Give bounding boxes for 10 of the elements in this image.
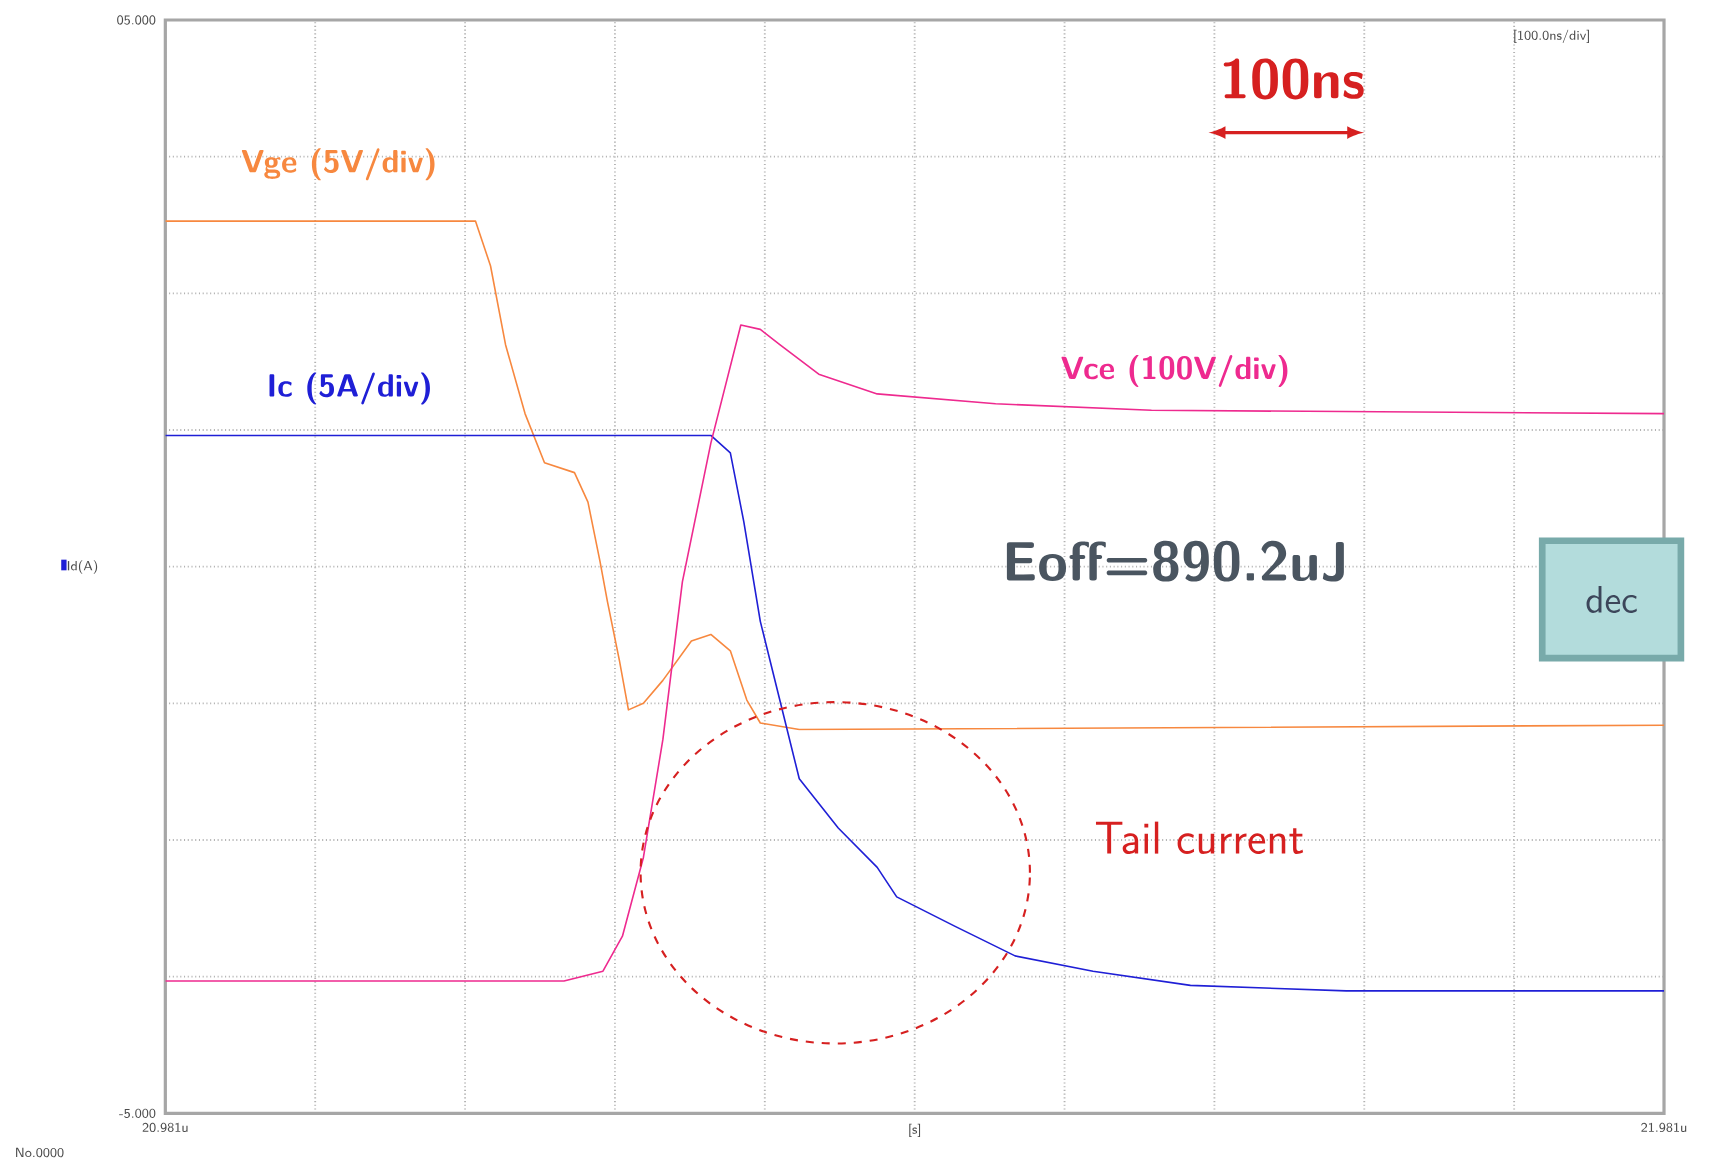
line-series (165, 434, 1665, 992)
annotation: dec (1586, 585, 1637, 613)
annotation: Eoff=890.2uJ (1006, 540, 1344, 582)
series-label: Vge (5V/div) (241, 148, 435, 181)
annotation: 100ns (1223, 58, 1364, 100)
series-label: Ic (5A/div) (269, 372, 430, 405)
annotation: Tail current (1095, 821, 1304, 854)
line-series (165, 220, 1665, 731)
series-label: Vce (100V/div) (1061, 354, 1288, 387)
line-series (165, 324, 1665, 982)
